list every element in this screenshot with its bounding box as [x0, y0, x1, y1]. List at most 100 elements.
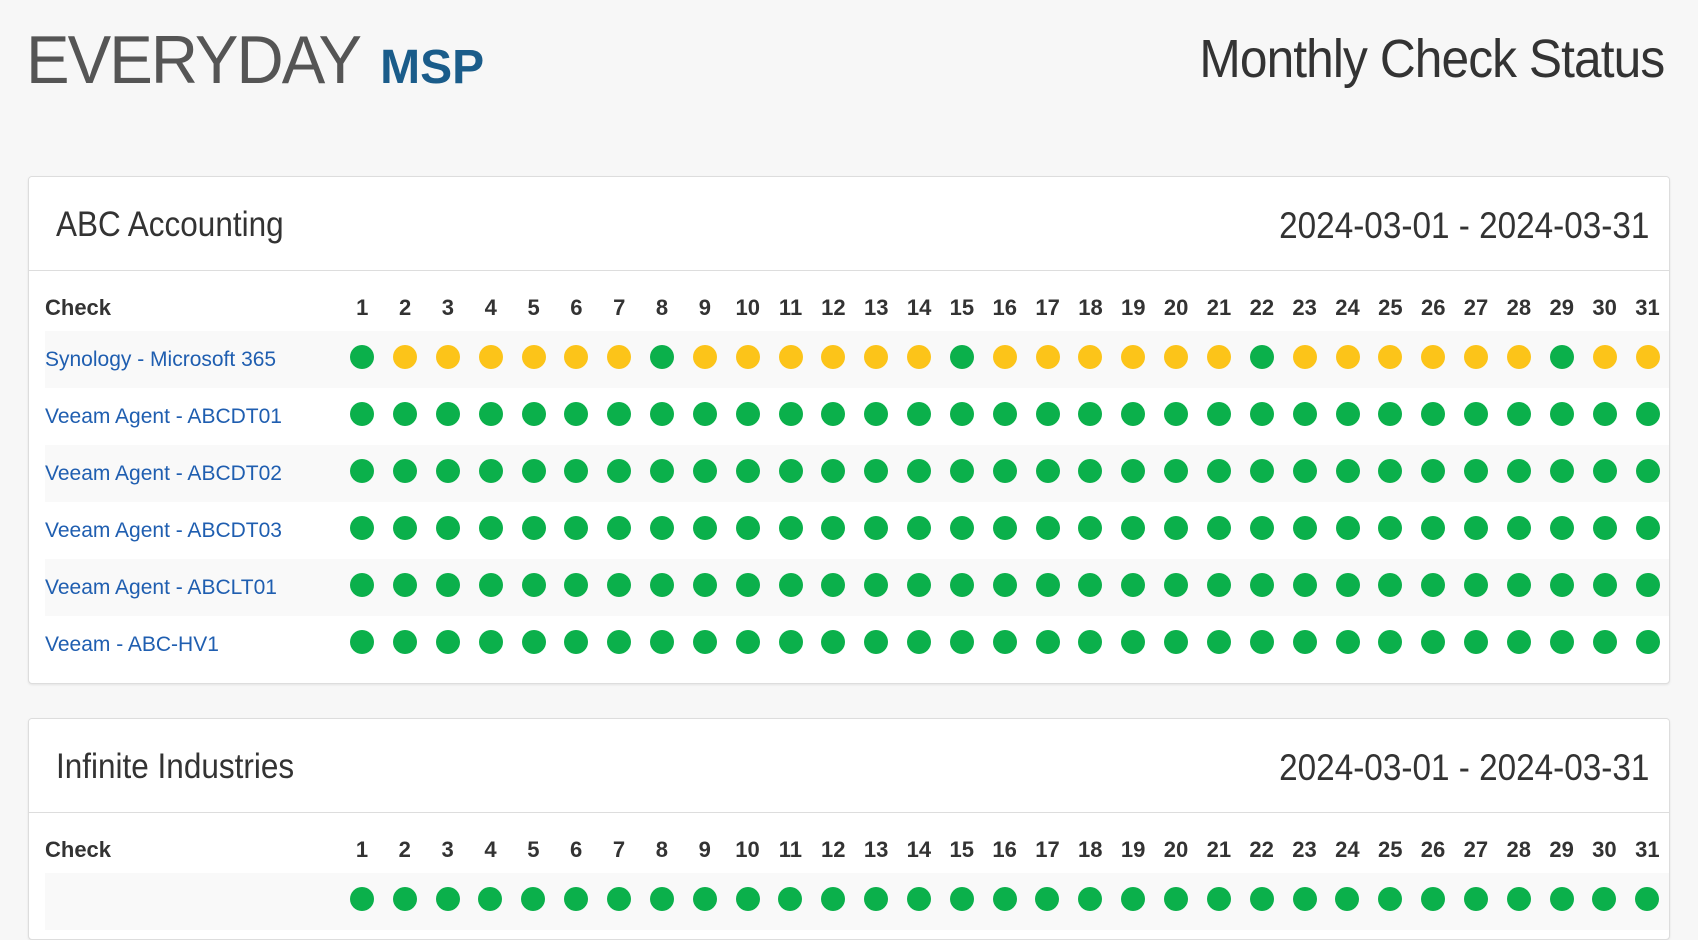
status-ok-dot-icon[interactable]: [1635, 630, 1660, 654]
status-warning-dot-icon[interactable]: [1078, 345, 1103, 369]
status-ok-dot-icon[interactable]: [692, 630, 717, 654]
status-ok-dot-icon[interactable]: [349, 887, 374, 911]
status-ok-dot-icon[interactable]: [607, 402, 632, 426]
status-ok-dot-icon[interactable]: [907, 630, 932, 654]
status-ok-dot-icon[interactable]: [521, 459, 546, 483]
status-ok-dot-icon[interactable]: [1206, 459, 1231, 483]
status-ok-dot-icon[interactable]: [1078, 459, 1103, 483]
status-ok-dot-icon[interactable]: [1292, 630, 1317, 654]
status-ok-dot-icon[interactable]: [1121, 887, 1146, 911]
status-ok-dot-icon[interactable]: [435, 459, 460, 483]
status-warning-dot-icon[interactable]: [521, 345, 546, 369]
status-ok-dot-icon[interactable]: [478, 573, 503, 597]
status-ok-dot-icon[interactable]: [392, 887, 417, 911]
status-ok-dot-icon[interactable]: [1635, 402, 1660, 426]
status-ok-dot-icon[interactable]: [907, 573, 932, 597]
status-ok-dot-icon[interactable]: [1164, 516, 1189, 540]
check-name-link[interactable]: Veeam Agent - ABCDT03: [45, 518, 282, 542]
status-ok-dot-icon[interactable]: [650, 459, 675, 483]
status-ok-dot-icon[interactable]: [1549, 630, 1574, 654]
status-ok-dot-icon[interactable]: [478, 630, 503, 654]
status-ok-dot-icon[interactable]: [564, 630, 589, 654]
status-ok-dot-icon[interactable]: [735, 887, 760, 911]
status-ok-dot-icon[interactable]: [1635, 887, 1660, 911]
status-ok-dot-icon[interactable]: [778, 516, 803, 540]
status-ok-dot-icon[interactable]: [1206, 887, 1231, 911]
status-ok-dot-icon[interactable]: [607, 630, 632, 654]
status-ok-dot-icon[interactable]: [1464, 402, 1489, 426]
status-ok-dot-icon[interactable]: [949, 573, 974, 597]
check-name-link[interactable]: Veeam Agent - ABCLT01: [45, 575, 277, 599]
status-ok-dot-icon[interactable]: [564, 459, 589, 483]
status-ok-dot-icon[interactable]: [1506, 887, 1531, 911]
status-ok-dot-icon[interactable]: [1121, 459, 1146, 483]
status-ok-dot-icon[interactable]: [1421, 887, 1446, 911]
status-ok-dot-icon[interactable]: [649, 887, 674, 911]
status-ok-dot-icon[interactable]: [1635, 573, 1660, 597]
status-warning-dot-icon[interactable]: [1335, 345, 1360, 369]
status-ok-dot-icon[interactable]: [435, 630, 460, 654]
status-ok-dot-icon[interactable]: [1549, 887, 1574, 911]
status-ok-dot-icon[interactable]: [864, 630, 889, 654]
status-ok-dot-icon[interactable]: [564, 573, 589, 597]
status-ok-dot-icon[interactable]: [1463, 887, 1488, 911]
status-ok-dot-icon[interactable]: [821, 573, 846, 597]
status-warning-dot-icon[interactable]: [821, 345, 846, 369]
status-ok-dot-icon[interactable]: [564, 516, 589, 540]
status-ok-dot-icon[interactable]: [521, 630, 546, 654]
status-ok-dot-icon[interactable]: [949, 630, 974, 654]
status-ok-dot-icon[interactable]: [1506, 459, 1531, 483]
status-ok-dot-icon[interactable]: [692, 516, 717, 540]
status-ok-dot-icon[interactable]: [1592, 516, 1617, 540]
status-ok-dot-icon[interactable]: [1164, 459, 1189, 483]
status-warning-dot-icon[interactable]: [1206, 345, 1231, 369]
check-name-link[interactable]: Veeam - ABC-HV1: [45, 632, 219, 656]
status-ok-dot-icon[interactable]: [692, 459, 717, 483]
check-name-link[interactable]: Veeam Agent - ABCDT01: [45, 404, 282, 428]
status-warning-dot-icon[interactable]: [478, 345, 503, 369]
status-ok-dot-icon[interactable]: [1549, 459, 1574, 483]
status-ok-dot-icon[interactable]: [992, 459, 1017, 483]
status-ok-dot-icon[interactable]: [1378, 402, 1403, 426]
status-ok-dot-icon[interactable]: [350, 516, 375, 540]
status-warning-dot-icon[interactable]: [692, 345, 717, 369]
status-ok-dot-icon[interactable]: [1249, 573, 1274, 597]
status-ok-dot-icon[interactable]: [435, 573, 460, 597]
status-ok-dot-icon[interactable]: [735, 516, 760, 540]
status-ok-dot-icon[interactable]: [1249, 887, 1274, 911]
status-ok-dot-icon[interactable]: [1592, 630, 1617, 654]
status-ok-dot-icon[interactable]: [1378, 887, 1403, 911]
status-ok-dot-icon[interactable]: [1249, 345, 1274, 369]
status-ok-dot-icon[interactable]: [692, 573, 717, 597]
status-warning-dot-icon[interactable]: [907, 345, 932, 369]
status-ok-dot-icon[interactable]: [1206, 573, 1231, 597]
status-ok-dot-icon[interactable]: [1035, 516, 1060, 540]
status-ok-dot-icon[interactable]: [1121, 573, 1146, 597]
status-ok-dot-icon[interactable]: [1335, 887, 1360, 911]
status-ok-dot-icon[interactable]: [521, 516, 546, 540]
status-ok-dot-icon[interactable]: [1506, 630, 1531, 654]
status-ok-dot-icon[interactable]: [564, 402, 589, 426]
status-ok-dot-icon[interactable]: [1549, 345, 1574, 369]
status-warning-dot-icon[interactable]: [1378, 345, 1403, 369]
status-ok-dot-icon[interactable]: [1035, 887, 1060, 911]
status-ok-dot-icon[interactable]: [650, 516, 675, 540]
status-ok-dot-icon[interactable]: [864, 516, 889, 540]
status-ok-dot-icon[interactable]: [435, 516, 460, 540]
status-ok-dot-icon[interactable]: [907, 402, 932, 426]
status-ok-dot-icon[interactable]: [1421, 573, 1446, 597]
status-ok-dot-icon[interactable]: [1292, 459, 1317, 483]
status-ok-dot-icon[interactable]: [949, 402, 974, 426]
status-ok-dot-icon[interactable]: [393, 573, 418, 597]
status-ok-dot-icon[interactable]: [1249, 402, 1274, 426]
status-ok-dot-icon[interactable]: [949, 516, 974, 540]
status-ok-dot-icon[interactable]: [350, 573, 375, 597]
status-ok-dot-icon[interactable]: [949, 459, 974, 483]
everyday-msp-logo[interactable]: EVERYDAY MSP: [26, 26, 484, 94]
status-ok-dot-icon[interactable]: [907, 516, 932, 540]
status-ok-dot-icon[interactable]: [1035, 459, 1060, 483]
status-ok-dot-icon[interactable]: [778, 459, 803, 483]
status-ok-dot-icon[interactable]: [350, 459, 375, 483]
status-ok-dot-icon[interactable]: [992, 887, 1017, 911]
status-ok-dot-icon[interactable]: [778, 573, 803, 597]
